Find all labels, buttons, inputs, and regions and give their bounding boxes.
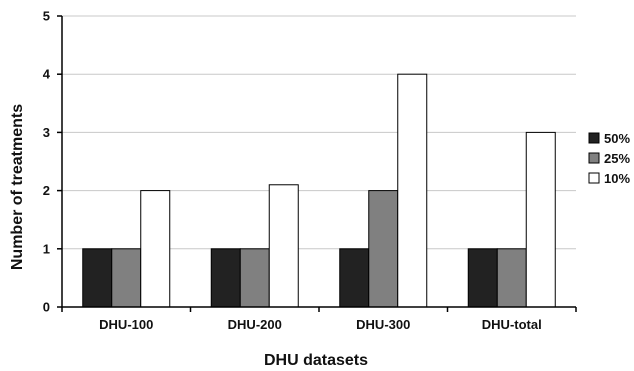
bar bbox=[525, 131, 556, 308]
bar bbox=[268, 184, 299, 308]
bar bbox=[467, 248, 498, 308]
bar bbox=[368, 190, 399, 308]
legend-label: 25% bbox=[604, 151, 630, 166]
legend: 50% 25% 10% bbox=[588, 131, 630, 186]
legend-label: 50% bbox=[604, 131, 630, 146]
y-tick-label: 1 bbox=[43, 241, 50, 256]
x-tick-label: DHU-300 bbox=[356, 317, 410, 332]
y-axis-ticks: 0 1 2 3 4 5 bbox=[43, 9, 62, 315]
bar bbox=[339, 248, 370, 308]
bar bbox=[496, 248, 527, 308]
y-tick-label: 4 bbox=[43, 67, 51, 82]
bar bbox=[397, 73, 428, 308]
bar bbox=[239, 248, 270, 308]
x-tick-label: DHU-100 bbox=[99, 317, 153, 332]
bars bbox=[82, 73, 556, 308]
x-axis-ticks: DHU-100 DHU-200 DHU-300 DHU-total bbox=[61, 307, 577, 332]
y-tick-label: 0 bbox=[43, 300, 50, 315]
legend-swatch bbox=[588, 152, 600, 164]
x-tick-label: DHU-200 bbox=[228, 317, 282, 332]
bar bbox=[140, 190, 171, 308]
legend-swatch bbox=[588, 172, 600, 184]
bar bbox=[111, 248, 142, 308]
x-axis-title: DHU datasets bbox=[264, 352, 368, 369]
y-tick-label: 2 bbox=[43, 183, 50, 198]
grid-lines bbox=[62, 15, 576, 250]
y-tick-label: 5 bbox=[43, 9, 50, 24]
legend-swatch bbox=[588, 132, 600, 144]
bar bbox=[210, 248, 241, 308]
y-tick-label: 3 bbox=[43, 125, 50, 140]
bar bbox=[82, 248, 113, 308]
x-tick-label: DHU-total bbox=[482, 317, 542, 332]
legend-label: 10% bbox=[604, 171, 630, 186]
y-axis-title: Number of treatments bbox=[9, 104, 26, 270]
